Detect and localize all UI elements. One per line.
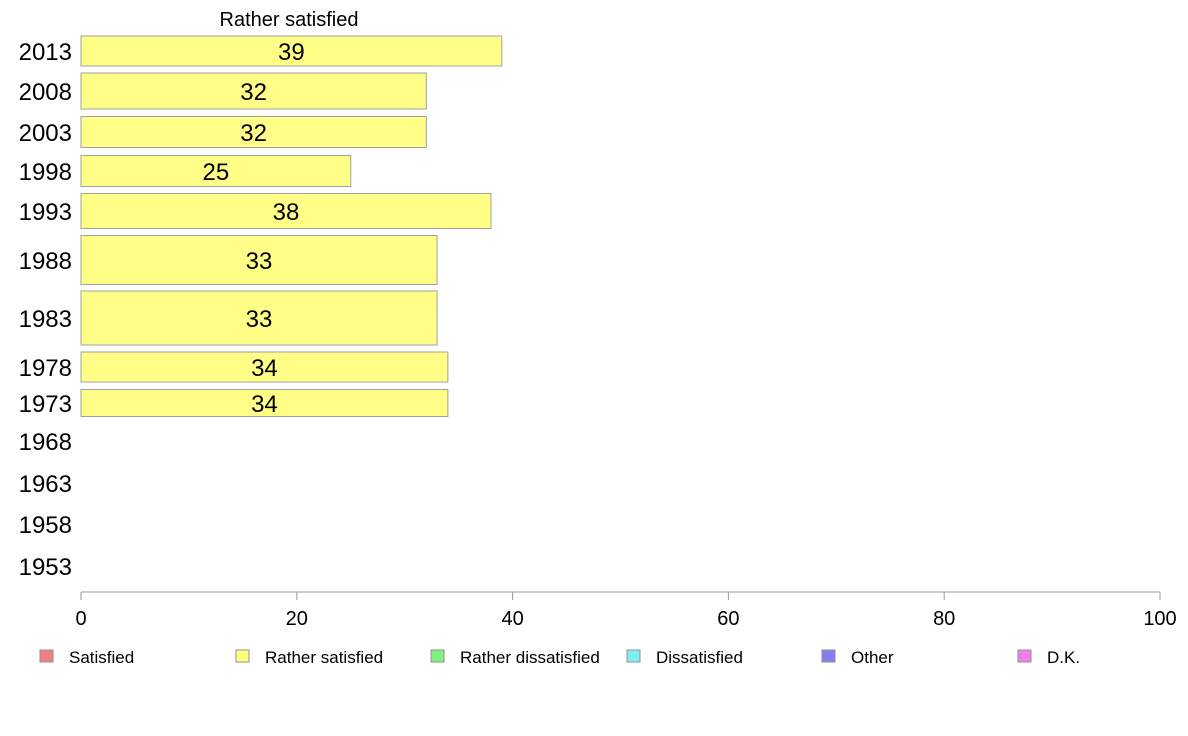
bar-value-1983: 33 bbox=[246, 306, 273, 333]
legend-label-3: Dissatisfied bbox=[656, 648, 743, 667]
legend-label-1: Rather satisfied bbox=[265, 648, 383, 667]
x-tick-label-80: 80 bbox=[933, 608, 955, 630]
bar-1988 bbox=[80, 235, 438, 285]
year-label-1958: 1958 bbox=[19, 512, 72, 539]
legend-swatch-0 bbox=[39, 649, 54, 663]
year-label-1998: 1998 bbox=[19, 159, 72, 186]
legend-swatch-4 bbox=[821, 649, 836, 663]
year-label-2008: 2008 bbox=[19, 79, 72, 106]
legend-label-4: Other bbox=[851, 648, 894, 667]
year-label-2013: 2013 bbox=[19, 39, 72, 66]
bar-2013 bbox=[80, 35, 503, 67]
bar-1993 bbox=[80, 193, 492, 229]
bar-1983 bbox=[80, 290, 438, 346]
bar-1998 bbox=[80, 155, 352, 187]
year-label-1988: 1988 bbox=[19, 248, 72, 275]
x-tick-label-20: 20 bbox=[286, 608, 308, 630]
bar-value-1993: 38 bbox=[273, 199, 300, 226]
year-label-1963: 1963 bbox=[19, 471, 72, 498]
legend-label-0: Satisfied bbox=[69, 648, 134, 667]
year-label-2003: 2003 bbox=[19, 120, 72, 147]
chart-title: Rather satisfied bbox=[220, 9, 359, 31]
bar-value-1978: 34 bbox=[251, 355, 278, 382]
bar-2003 bbox=[80, 116, 427, 148]
year-label-1953: 1953 bbox=[19, 554, 72, 581]
legend-swatch-1 bbox=[235, 649, 250, 663]
bar-1973 bbox=[80, 389, 449, 417]
x-tick-label-100: 100 bbox=[1143, 608, 1176, 630]
bar-value-2008: 32 bbox=[240, 79, 267, 106]
legend-swatch-2 bbox=[430, 649, 445, 663]
legend: Satisfied Rather satisfied Rather dissatis… bbox=[39, 648, 1080, 667]
year-label-1978: 1978 bbox=[19, 355, 72, 382]
x-tick-label-60: 60 bbox=[717, 608, 739, 630]
bar-value-1988: 33 bbox=[246, 248, 273, 275]
legend-label-2: Rather dissatisfied bbox=[460, 648, 600, 667]
legend-swatch-3 bbox=[626, 649, 641, 663]
bar-value-2003: 32 bbox=[240, 120, 267, 147]
year-label-1993: 1993 bbox=[19, 199, 72, 226]
legend-label-5: D.K. bbox=[1047, 648, 1080, 667]
bar-1978 bbox=[80, 351, 449, 383]
x-tick-label-0: 0 bbox=[75, 608, 86, 630]
legend-swatch-5 bbox=[1017, 649, 1032, 663]
x-tick-label-40: 40 bbox=[501, 608, 523, 630]
bars bbox=[80, 35, 503, 417]
bar-value-2013: 39 bbox=[278, 39, 305, 66]
bar-value-1973: 34 bbox=[251, 391, 278, 418]
year-labels: 2013 2008 2003 1998 1993 1988 1983 1978 1973 1968… bbox=[19, 39, 72, 581]
year-label-1983: 1983 bbox=[19, 306, 72, 333]
x-axis: 0 20 40 60 80 100 bbox=[75, 591, 1177, 630]
year-label-1968: 1968 bbox=[19, 429, 72, 456]
bar-value-1998: 25 bbox=[203, 159, 230, 186]
year-label-1973: 1973 bbox=[19, 391, 72, 418]
bar-2008 bbox=[80, 72, 427, 110]
